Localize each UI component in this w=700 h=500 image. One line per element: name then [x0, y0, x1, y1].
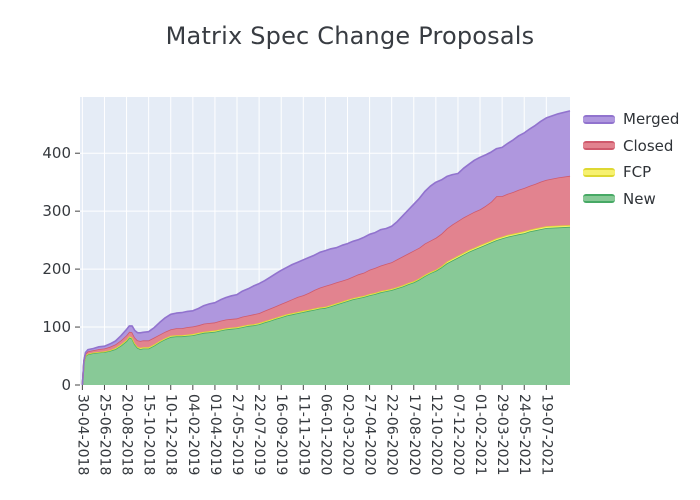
area-new[interactable]	[82, 226, 571, 385]
x-tick-label: 19-07-2021	[538, 394, 554, 475]
x-tick-label: 02-03-2020	[339, 394, 355, 475]
legend-label: Merged	[623, 110, 680, 128]
x-tick-label: 01-02-2021	[472, 394, 488, 475]
y-tick-label: 100	[42, 318, 71, 336]
chart-title: Matrix Spec Change Proposals	[165, 22, 535, 50]
y-tick-label: 300	[42, 202, 71, 220]
legend-label: New	[623, 189, 656, 208]
x-tick-label: 20-08-2018	[119, 394, 135, 475]
legend-swatch-fcp	[583, 167, 615, 177]
x-tick-label: 11-11-2019	[295, 394, 311, 475]
y-tick-label: 200	[42, 260, 71, 278]
legend-item-new[interactable]: New	[583, 188, 656, 210]
y-tick-label: 400	[42, 144, 71, 162]
legend-swatch-merged	[583, 114, 615, 124]
x-tick-label: 29-03-2021	[494, 394, 510, 475]
x-tick-label: 22-07-2019	[251, 394, 267, 475]
x-tick-label: 22-06-2020	[384, 394, 400, 475]
x-tick-label: 24-05-2021	[516, 394, 532, 475]
x-tick-label: 07-12-2020	[450, 394, 466, 475]
legend-item-fcp[interactable]: FCP	[583, 161, 651, 183]
legend-item-closed[interactable]: Closed	[583, 135, 673, 157]
legend-swatch-closed	[583, 141, 615, 150]
x-tick-label: 10-12-2018	[163, 394, 179, 475]
legend-item-merged[interactable]: Merged	[583, 108, 679, 130]
legend-label: FCP	[623, 163, 652, 181]
x-tick-label: 01-04-2019	[207, 394, 223, 475]
x-tick-label: 25-06-2018	[96, 394, 112, 475]
x-tick-label: 27-04-2020	[362, 394, 378, 475]
x-tick-label: 30-04-2018	[74, 394, 90, 475]
x-tick-label: 04-02-2019	[185, 394, 201, 475]
legend-swatch-new	[583, 194, 615, 203]
area-line-merged	[81, 110, 571, 386]
x-tick-label: 15-10-2018	[141, 394, 157, 475]
legend-label: Closed	[623, 136, 674, 155]
area-merged[interactable]	[82, 110, 571, 386]
y-tick-label: 0	[61, 376, 71, 394]
x-tick-label: 17-08-2020	[406, 394, 422, 475]
x-tick-label: 06-01-2020	[317, 394, 333, 475]
x-tick-label: 27-05-2019	[229, 394, 245, 475]
x-tick-label: 16-09-2019	[273, 394, 289, 475]
x-tick-label: 12-10-2020	[428, 394, 444, 475]
